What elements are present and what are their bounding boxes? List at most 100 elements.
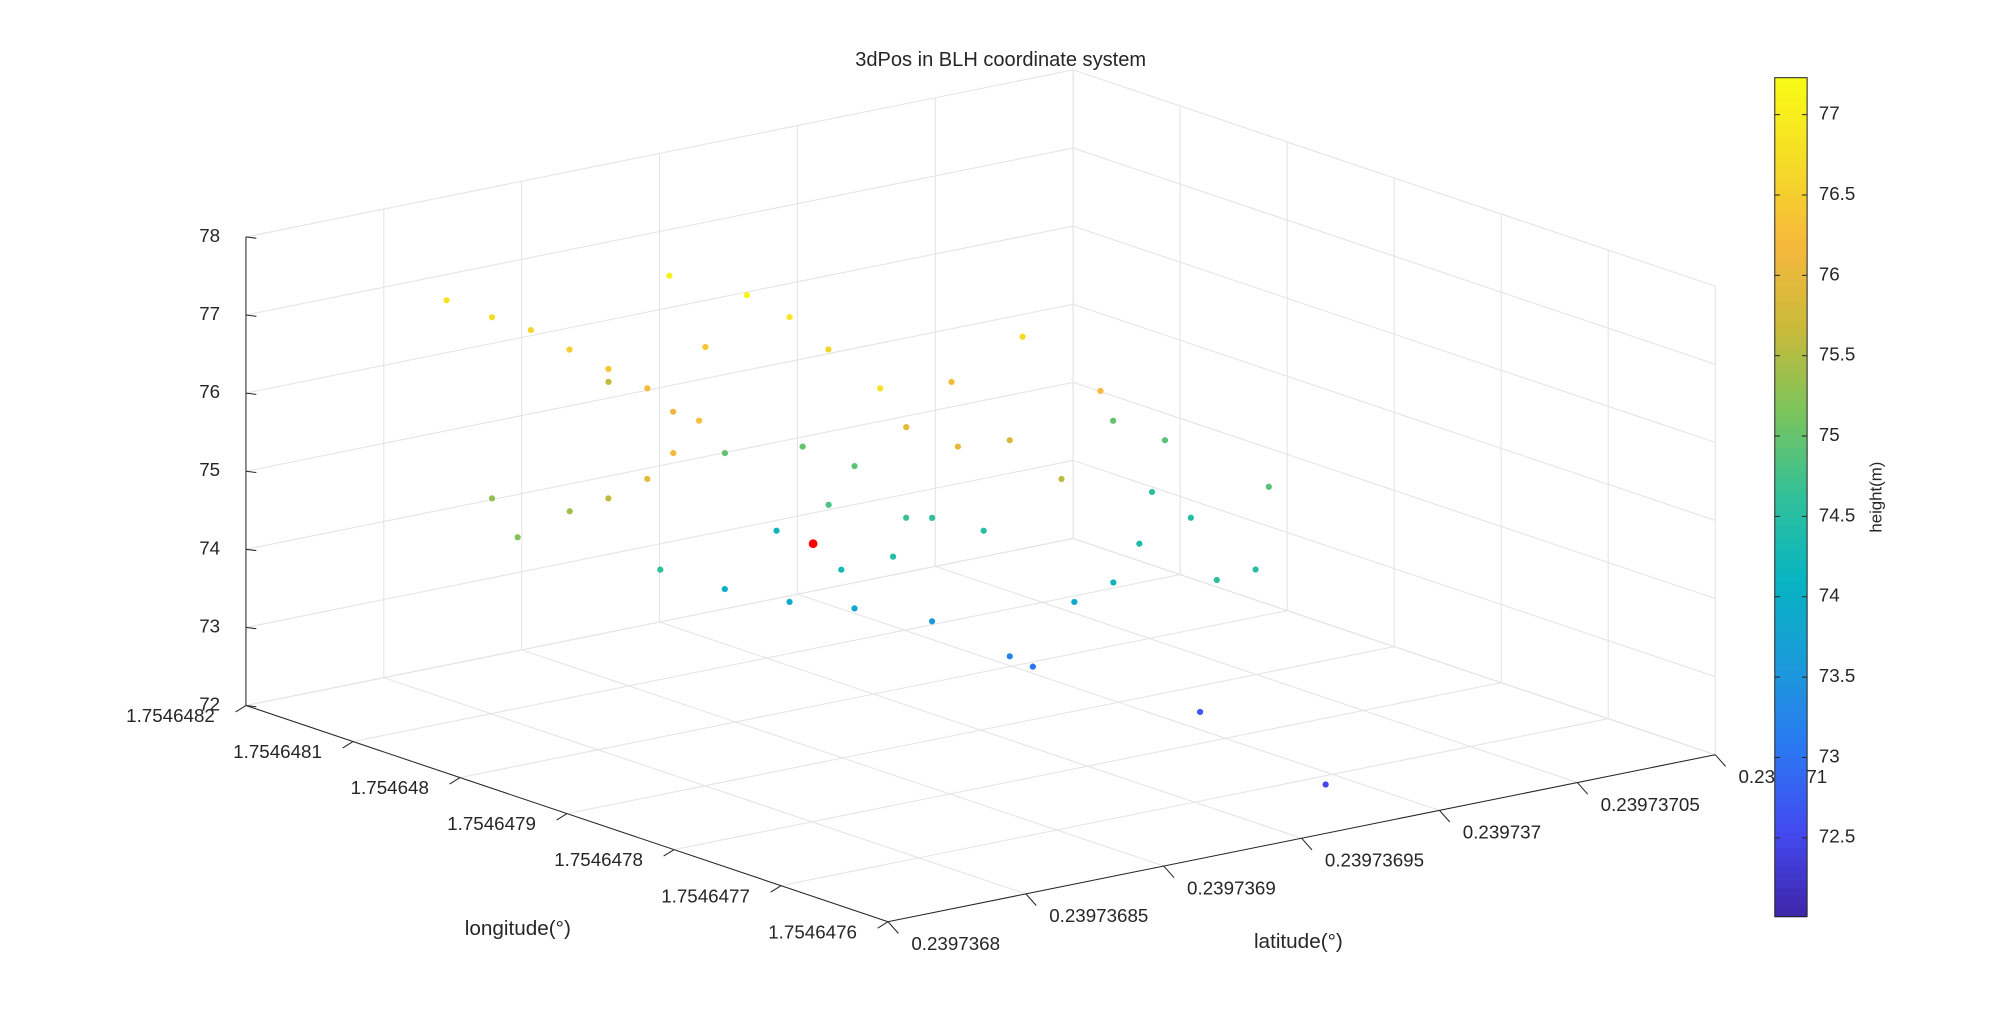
y-tick — [877, 921, 889, 929]
colorbar-tick-label: 74 — [1819, 585, 1840, 606]
colorbar-segment — [1774, 189, 1808, 198]
colorbar-segment — [1774, 315, 1808, 324]
z-tick — [245, 470, 257, 474]
x-tick — [1576, 782, 1589, 795]
point — [838, 566, 845, 573]
colorbar-segment — [1774, 692, 1808, 701]
z-tick-label: 78 — [199, 225, 220, 246]
point — [443, 297, 450, 304]
point — [1097, 387, 1104, 395]
colorbar-segment — [1774, 399, 1808, 408]
y-tick-label: 1.7546479 — [447, 813, 536, 834]
y-tick-label: 1.7546482 — [126, 705, 215, 726]
colorbar-tick-label: 76 — [1819, 263, 1840, 284]
grid-line — [1072, 381, 1716, 600]
colorbar-tick-label: 77 — [1819, 103, 1840, 124]
colorbar-segment — [1774, 811, 1808, 820]
y-tick — [342, 741, 354, 749]
colorbar-segment — [1774, 532, 1808, 540]
point — [1161, 437, 1169, 444]
colorbar-segment — [1774, 601, 1808, 610]
point — [877, 385, 884, 392]
colorbar-segment — [1774, 392, 1808, 401]
colorbar-segment — [1774, 622, 1808, 631]
colorbar-segment — [1774, 469, 1808, 477]
colorbar-segment — [1774, 734, 1808, 743]
colorbar-segment — [1774, 343, 1808, 352]
colorbar-segment — [1774, 553, 1808, 561]
z-tick-label: 74 — [199, 537, 220, 558]
colorbar-segment — [1774, 371, 1808, 380]
point — [1213, 576, 1220, 584]
colorbar-segment — [1774, 574, 1808, 582]
colorbar-segment — [1774, 329, 1808, 338]
point — [851, 605, 858, 612]
x-tick-label: 0.239737 — [1463, 822, 1541, 843]
colorbar-segment — [1774, 608, 1808, 617]
point — [488, 314, 496, 321]
colorbar-segment — [1774, 511, 1808, 519]
colorbar-segment — [1774, 98, 1808, 107]
grid-line — [245, 538, 1074, 707]
colorbar-segment — [1774, 546, 1808, 554]
point — [903, 424, 910, 431]
x-axis-label: latitude(°) — [1254, 930, 1343, 953]
colorbar-segment — [1774, 441, 1808, 449]
grid-line — [245, 381, 1074, 550]
point — [695, 417, 703, 424]
colorbar-segment — [1774, 168, 1808, 177]
y-axis-label: longitude(°) — [465, 917, 571, 940]
colorbar-segment — [1774, 685, 1808, 694]
colorbar-segment — [1774, 378, 1808, 387]
colorbar-segment — [1774, 636, 1808, 645]
grid-line — [352, 574, 1181, 743]
point — [1110, 417, 1117, 424]
point — [928, 618, 936, 625]
point — [773, 527, 780, 534]
colorbar-tick-label: 74.5 — [1819, 504, 1856, 525]
x-tick-label: 0.23973695 — [1325, 849, 1424, 870]
colorbar-segment — [1774, 902, 1808, 911]
point — [670, 408, 677, 415]
x-tick-label: 0.2397369 — [1187, 877, 1276, 898]
colorbar-segment — [1774, 385, 1808, 394]
z-tick — [245, 626, 257, 630]
x-tick — [887, 921, 899, 934]
grid-line — [780, 718, 1609, 887]
point — [721, 449, 728, 457]
colorbar-segment — [1774, 839, 1808, 848]
colorbar-segment — [1774, 245, 1808, 254]
colorbar-segment — [1774, 720, 1808, 729]
axes: 0.2397368 0.23973685 0.2397369 0.23973695 0.… — [126, 225, 1827, 954]
point — [488, 495, 496, 502]
colorbar-segment — [1774, 867, 1808, 876]
x-tick — [1714, 754, 1726, 767]
point — [786, 598, 793, 606]
point — [948, 378, 955, 386]
point — [825, 346, 832, 353]
colorbar-segment — [1774, 699, 1808, 708]
colorbar-segment — [1774, 825, 1808, 834]
point — [605, 495, 612, 502]
colorbar-segment — [1774, 664, 1808, 673]
colorbar-segment — [1774, 678, 1808, 687]
point — [657, 566, 664, 573]
y-tick-label: 1.7546481 — [233, 741, 322, 762]
colorbar-segment — [1774, 567, 1808, 575]
colorbar-segment — [1774, 846, 1808, 855]
colorbar-segment — [1774, 881, 1808, 890]
x-tick — [1025, 893, 1037, 906]
colorbar-segment — [1774, 357, 1808, 366]
point — [514, 534, 521, 541]
colorbar-segment — [1774, 504, 1808, 512]
x-tick — [1439, 810, 1451, 823]
colorbar-segment — [1774, 818, 1808, 827]
colorbar-segment — [1774, 895, 1808, 904]
colorbar-segment — [1774, 671, 1808, 680]
colorbar-segment — [1774, 790, 1808, 799]
colorbar-segment — [1774, 273, 1808, 282]
y-tick — [449, 777, 461, 785]
colorbar-segment — [1774, 322, 1808, 331]
grid-line — [245, 69, 1074, 238]
colorbar-segment — [1774, 560, 1808, 568]
